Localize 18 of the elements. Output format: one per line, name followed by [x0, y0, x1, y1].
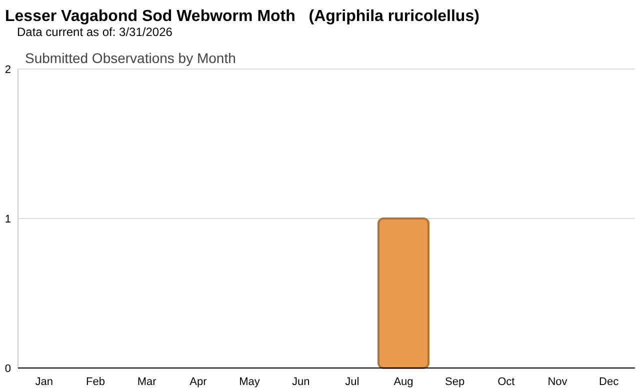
x-tick-label: Apr: [190, 376, 208, 388]
x-tick-label: Nov: [548, 376, 568, 388]
x-tick-label: Oct: [498, 376, 515, 388]
chart-subtitle: Data current as of: 3/31/2026: [17, 25, 173, 39]
x-tick-label: Feb: [86, 376, 105, 388]
x-tick-label: Jun: [292, 376, 310, 388]
x-tick-label: Sep: [445, 376, 465, 388]
x-tick-label: Jan: [35, 376, 54, 388]
y-tick-label: 0: [4, 362, 11, 375]
x-tick-label: Aug: [394, 376, 414, 388]
x-tick-label: Dec: [599, 376, 620, 388]
x-tick-label: Jul: [345, 376, 360, 388]
y-tick-label: 2: [4, 64, 11, 76]
x-tick-label: Mar: [137, 376, 157, 388]
text: Submitted Observations by Month: [25, 50, 236, 66]
chart-title: Lesser Vagabond Sod Webworm Moth (Agriphila ruricolellus): [5, 8, 480, 25]
x-tick-label: May: [239, 376, 260, 388]
y-tick-label: 1: [4, 213, 11, 226]
